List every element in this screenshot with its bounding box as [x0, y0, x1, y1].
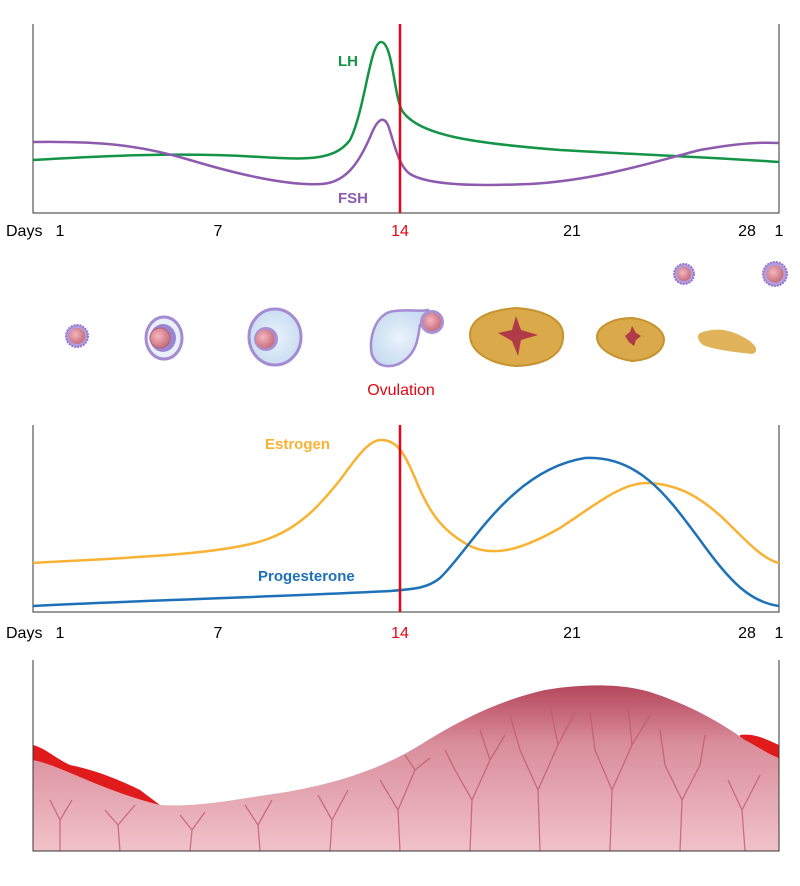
primary-follicle — [144, 315, 184, 361]
gonadotropin-chart: LH FSH — [32, 24, 780, 214]
days-label: Days — [6, 625, 42, 642]
blood-vessels — [49, 704, 761, 852]
new-primordial-follicle — [673, 263, 695, 285]
tick-label: 7 — [214, 625, 223, 642]
fsh-label: FSH — [338, 190, 368, 207]
tick-label: 7 — [214, 223, 223, 240]
top-axis-frame — [32, 24, 780, 214]
progesterone-label: Progesterone — [258, 568, 355, 585]
corpus-luteum — [468, 306, 565, 368]
estrogen-label: Estrogen — [265, 436, 330, 453]
ovulation-label: Ovulation — [367, 382, 435, 399]
tick-label: 21 — [563, 625, 581, 642]
tick-label: 1 — [56, 223, 65, 240]
progesterone-curve — [32, 456, 780, 608]
corpus-albicans — [698, 329, 757, 354]
estrogen-curve — [32, 438, 780, 565]
endometrium-illustration — [32, 660, 780, 852]
new-primordial-follicle — [762, 261, 788, 287]
bottom-axis-frame — [32, 425, 780, 613]
secondary-follicle — [247, 307, 303, 367]
tick-label: 1 — [775, 223, 784, 240]
endometrium-frame — [32, 660, 780, 852]
primordial-follicle — [65, 324, 89, 348]
tick-label: 1 — [775, 625, 784, 642]
ovarian-hormone-chart: Estrogen Progesterone — [32, 425, 780, 613]
bottom-day-axis: Days 1 7 14 21 28 1 — [6, 625, 784, 642]
top-day-axis: Days 1 7 14 21 28 1 — [6, 223, 784, 240]
lh-label: LH — [338, 53, 358, 70]
days-label: Days — [6, 223, 42, 240]
ovarian-cycle-illustration: Ovulation — [65, 261, 788, 399]
tick-label: 21 — [563, 223, 581, 240]
tick-label: 14 — [391, 625, 409, 642]
tick-label: 1 — [56, 625, 65, 642]
ovulating-follicle — [369, 308, 444, 368]
fsh-curve — [32, 118, 780, 187]
tick-label: 28 — [738, 625, 756, 642]
tick-label: 28 — [738, 223, 756, 240]
tick-label: 14 — [391, 223, 409, 240]
regressing-corpus-luteum — [595, 316, 666, 363]
lh-curve — [32, 40, 780, 164]
